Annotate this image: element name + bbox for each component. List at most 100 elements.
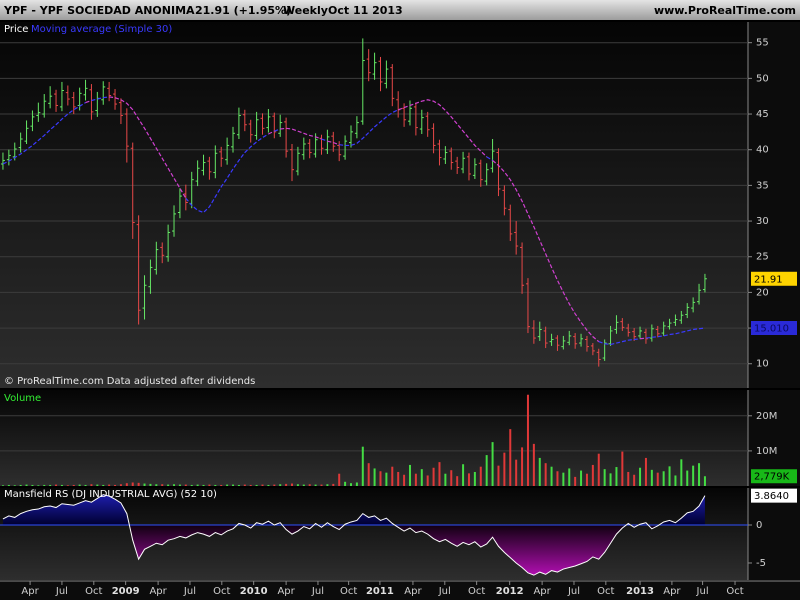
volume-bar	[13, 485, 16, 486]
volume-bar	[190, 484, 193, 486]
volume-bar	[243, 484, 246, 486]
symbol: YPF - YPF SOCIEDAD ANONIMA	[3, 4, 195, 17]
volume-bar	[609, 473, 612, 486]
volume-bar	[391, 466, 394, 486]
volume-bar	[279, 484, 282, 486]
volume-bar	[25, 484, 28, 486]
moving-average	[85, 99, 92, 104]
volume-bar	[220, 484, 223, 486]
volume-bar	[208, 484, 211, 486]
x-axis-background	[0, 581, 800, 600]
volume-bar	[526, 394, 529, 486]
volume-bar	[296, 484, 299, 486]
x-tick-label: Apr	[21, 586, 39, 597]
y-tick-label: 10	[756, 359, 769, 370]
y-tick-label: 20	[756, 287, 769, 298]
y-tick-label: 10M	[756, 446, 777, 457]
volume-bar	[462, 464, 465, 486]
volume-bar	[255, 484, 258, 486]
x-tick-label: Oct	[340, 586, 357, 597]
volume-bar	[621, 451, 624, 486]
volume-bar	[521, 447, 524, 486]
volume-bar	[414, 473, 417, 486]
period: Weekly	[283, 4, 328, 17]
volume-bar	[373, 468, 376, 486]
y-tick-label: 45	[756, 109, 769, 120]
volume-bar	[72, 484, 75, 486]
x-tick-label: Oct	[85, 586, 102, 597]
plot-area	[1, 394, 706, 486]
series-last-label: 15.010	[754, 323, 789, 334]
volume-bar	[344, 481, 347, 486]
volume-bar	[326, 484, 329, 486]
volume-bar	[285, 483, 288, 486]
volume-bar	[656, 472, 659, 486]
volume-bar	[43, 484, 46, 486]
rs-line	[2, 494, 706, 576]
volume-last-label: 2,779K	[754, 472, 790, 483]
volume-bar	[102, 484, 105, 486]
y-tick-label: 40	[756, 145, 769, 156]
volume-bar	[308, 484, 311, 486]
volume-bar	[603, 469, 606, 486]
volume-bar	[597, 453, 600, 486]
x-tick-label: Jul	[438, 586, 451, 597]
volume-bar	[585, 473, 588, 486]
quote: 21.91 (+1.95%)	[195, 4, 291, 17]
volume-bar	[31, 484, 34, 486]
volume-bar	[96, 484, 99, 486]
x-tick-label: Apr	[404, 586, 422, 597]
y-tick-label: 55	[756, 38, 769, 49]
x-tick-label: Apr	[663, 586, 681, 597]
y-tick-label: 0	[756, 520, 762, 531]
volume-last-label-box	[751, 469, 797, 484]
volume-bar	[497, 465, 500, 486]
volume-bar	[650, 469, 653, 486]
volume-bar	[60, 484, 63, 486]
y-tick-label: 30	[756, 216, 769, 227]
moving-average	[280, 127, 322, 140]
volume-bar	[214, 484, 217, 486]
volume-bar	[90, 484, 93, 486]
volume-bar	[1, 485, 4, 486]
moving-average	[486, 156, 493, 161]
x-tick-label: Apr	[149, 586, 167, 597]
volume-bar	[703, 476, 706, 486]
volume-bar	[114, 484, 117, 486]
y-tick-label: 50	[756, 73, 769, 84]
last-price-label-box	[751, 271, 797, 286]
volume-bar	[456, 476, 459, 486]
volume-bar	[698, 463, 701, 486]
plot-area	[0, 494, 748, 576]
y-tick-label: 20M	[756, 411, 777, 422]
moving-average	[321, 138, 328, 142]
volume-bar	[37, 485, 40, 486]
volume-bar	[544, 463, 547, 486]
volume-bar	[143, 483, 146, 486]
x-tick-label: Jul	[55, 586, 68, 597]
moving-average	[645, 327, 706, 339]
volume-bar	[7, 484, 10, 486]
volume-bar	[84, 484, 87, 486]
series-last-label-box	[751, 320, 797, 335]
y-tick-label: 25	[756, 252, 769, 263]
volume-bar	[509, 429, 512, 486]
panel-title: Volume	[4, 393, 41, 404]
volume-bar	[320, 484, 323, 486]
volume-bar	[438, 462, 441, 486]
x-tick-label: Oct	[468, 586, 485, 597]
last-price-label: 21.91	[754, 274, 783, 285]
volume-bar	[161, 484, 164, 486]
volume-bar	[273, 484, 276, 486]
volume-bar	[196, 484, 199, 486]
volume-bar	[485, 455, 488, 486]
volume-bar	[173, 484, 176, 486]
volume-bar	[66, 485, 69, 486]
volume-bar	[314, 484, 317, 486]
volume-bar	[125, 483, 128, 486]
volume-bar	[479, 466, 482, 486]
x-tick-label: Apr	[277, 586, 295, 597]
y-tick-label: 35	[756, 180, 769, 191]
volume-bar	[149, 483, 152, 486]
